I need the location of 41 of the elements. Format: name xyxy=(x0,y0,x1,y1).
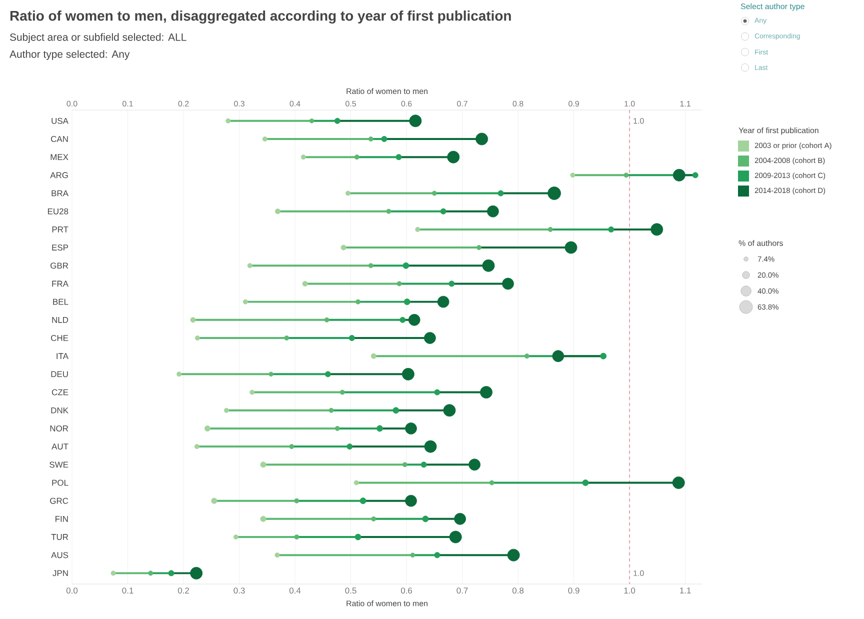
y-tick-label: GRC xyxy=(50,498,68,504)
y-tick-label: USA xyxy=(52,118,68,124)
y-tick-label: FIN xyxy=(56,516,68,522)
x-tick-label: 0.3 xyxy=(234,588,245,594)
x-tick-label: 1.0 xyxy=(624,588,636,594)
y-tick-label: PRT xyxy=(52,226,68,232)
y-tick-label: ESP xyxy=(52,244,68,251)
x-tick-label: 0.5 xyxy=(345,588,356,594)
x-tick-label: 0.4 xyxy=(289,588,301,594)
x-tick-label: 0.1 xyxy=(122,588,134,594)
y-tick-label: SWE xyxy=(50,462,68,468)
y-tick-label: CAN xyxy=(51,136,68,142)
x-tick-label: 0.2 xyxy=(178,588,189,594)
y-tick-label: EU28 xyxy=(48,208,68,214)
y-tick-label: JPN xyxy=(52,570,68,576)
y-tick-label: AUS xyxy=(51,552,68,558)
y-tick-label: DEU xyxy=(51,371,68,378)
chart-subtitle: Subject area or subfield selected: ALL xyxy=(10,33,186,43)
y-tick-label: POL xyxy=(52,480,68,486)
y-tick-label: BEL xyxy=(53,298,68,305)
y-tick-label: CHE xyxy=(51,334,68,341)
y-tick-label: MEX xyxy=(50,154,68,160)
text: Author type selected: Any xyxy=(10,50,130,60)
y-tick-label: ITA xyxy=(56,353,68,359)
y-tick-label: AUT xyxy=(52,444,68,450)
x-tick-label: 1.1 xyxy=(680,588,691,594)
x-tick-label: 0.7 xyxy=(456,588,468,594)
y-tick-label: ARG xyxy=(50,172,68,178)
y-tick-label: NLD xyxy=(52,316,68,323)
y-tick-label: FRA xyxy=(52,280,68,287)
x-tick-label: 0.0 xyxy=(66,588,78,594)
y-tick-label: CZE xyxy=(52,389,68,396)
y-tick-label: BRA xyxy=(52,190,68,196)
x-tick-label: 0.9 xyxy=(568,588,580,594)
y-tick-label: GBR xyxy=(50,262,68,269)
y-tick-label: TUR xyxy=(51,534,68,540)
y-tick-label: DNK xyxy=(51,407,68,414)
x-tick-label: 0.8 xyxy=(512,588,524,594)
chart-title: Ratio of women to men, disaggregated according to year of first publication xyxy=(10,10,511,24)
x-tick-label: 0.6 xyxy=(400,588,412,594)
y-tick-label: NOR xyxy=(50,425,68,432)
